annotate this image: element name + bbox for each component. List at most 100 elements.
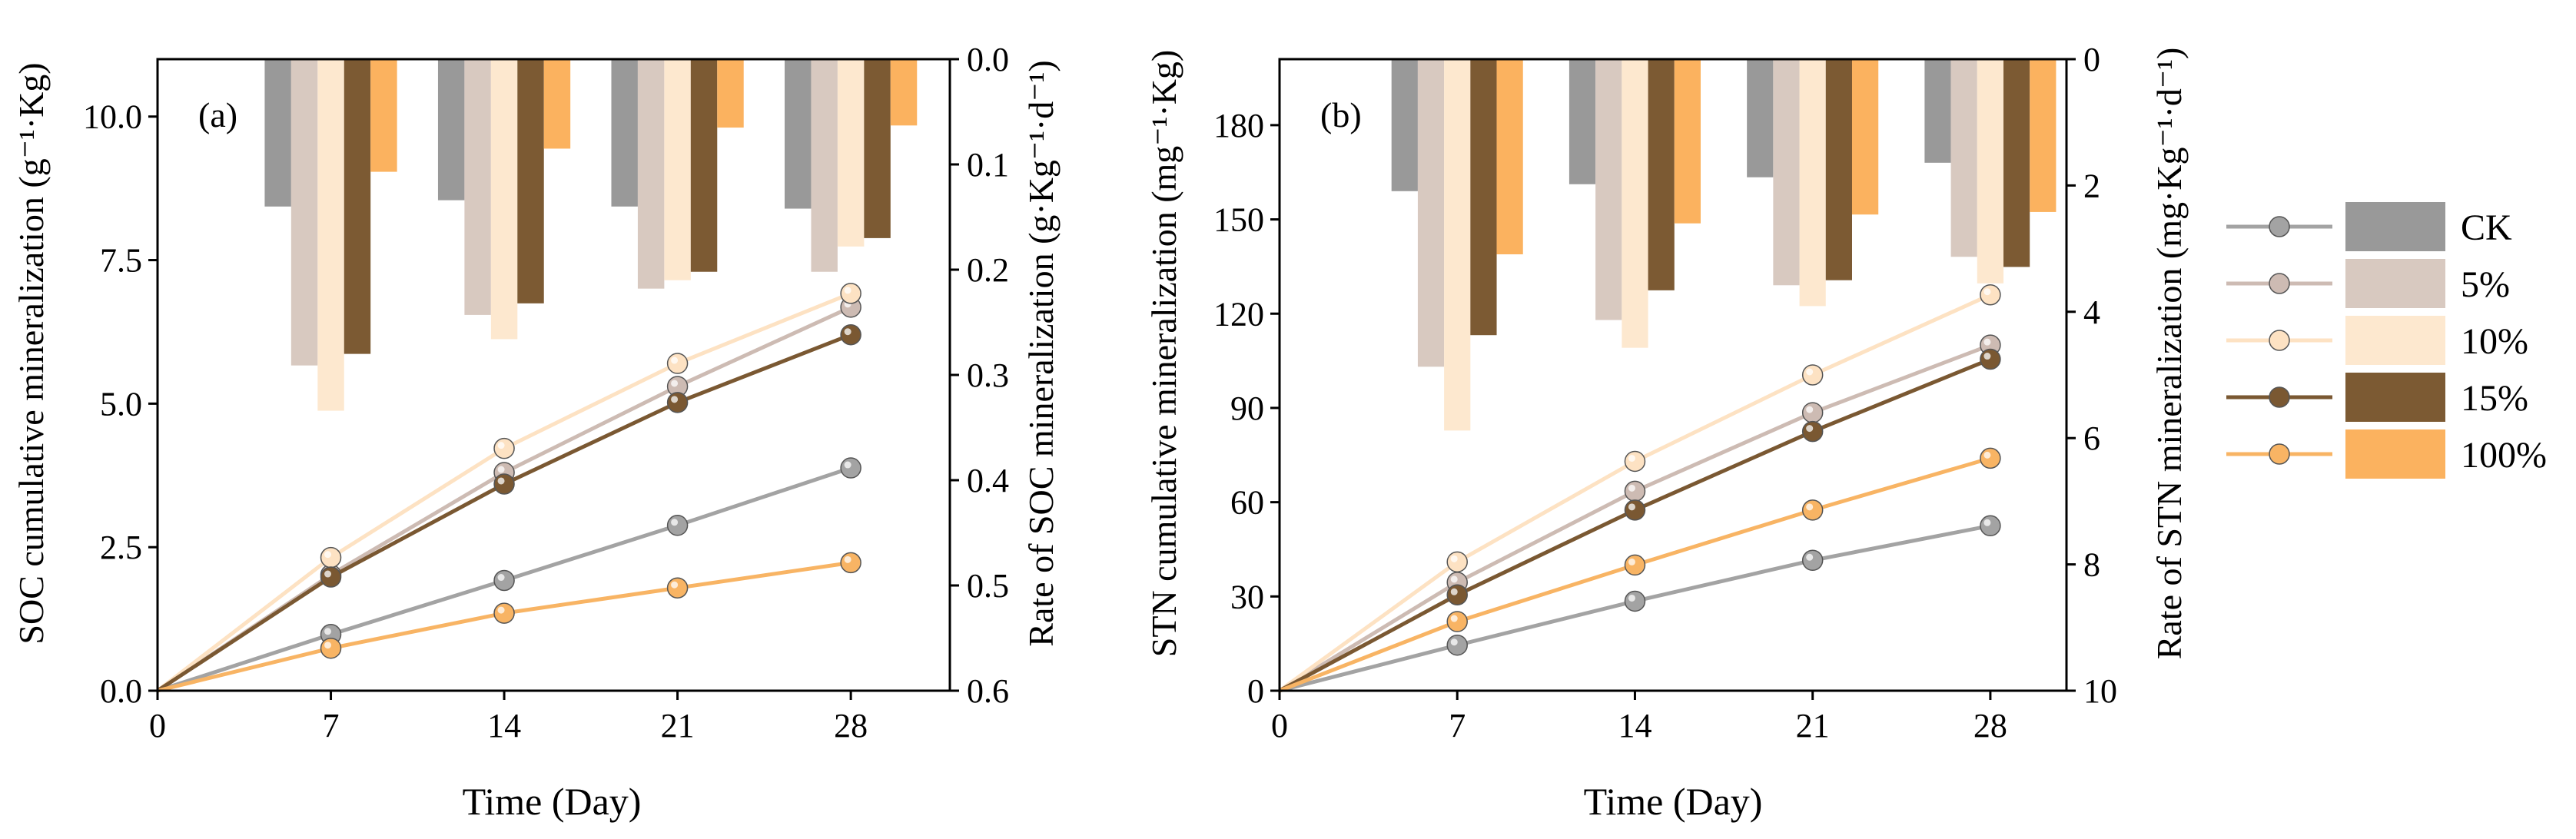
legend-marker-100pct	[2269, 443, 2290, 465]
panel-b-bar-100pct-day7	[1496, 59, 1523, 254]
panel-b-ytick-left-label-30: 30	[1230, 578, 1264, 615]
panel-a-bar-15pct-day21	[690, 59, 718, 272]
panel-a-ylabel-left: SOC cumulative mineralization (g⁻¹·Kg)	[12, 62, 51, 644]
panel-a-point-highlight-10pct-day7	[324, 551, 332, 559]
panel-a-bar-ck-day7	[264, 59, 291, 207]
panel-b-bar-ck-day21	[1747, 59, 1774, 177]
panel-b-ytick-left-label-120: 120	[1213, 295, 1264, 333]
panel-b-point-highlight-100pct-day21	[1806, 503, 1814, 511]
panel-a-bar-ck-day21	[611, 59, 638, 207]
panel-a-point-15pct-day7	[320, 566, 342, 588]
panel-b-point-ck-day14	[1624, 590, 1646, 612]
panel-a-point-10pct-day14	[493, 437, 515, 459]
panel-b-point-highlight-10pct-day21	[1806, 368, 1814, 376]
panel-b-frame	[1278, 58, 2068, 692]
panel-a-ytick-right-label-0-0: 0.0	[967, 41, 1009, 78]
panel-b-ytick-left-label-60: 60	[1230, 484, 1264, 522]
panel-b-point-highlight-100pct-day28	[1983, 451, 1991, 459]
panel-b-point-highlight-ck-day28	[1983, 519, 1991, 526]
panel-b-ytick-right-label-6: 6	[2083, 420, 2100, 457]
panel-a-plot: 0 7 14 21 28 0.0 2.5 5.0 7.5 10.0 0.0 0.1 0.2 0.3 0.4 0…	[83, 41, 1009, 744]
panel-b-xtick-label-21: 21	[1796, 707, 1830, 744]
panel-b-xtick-label-0: 0	[1271, 707, 1288, 744]
panel-b-point-10pct-day21	[1801, 364, 1824, 386]
panel-b-point-10pct-day7	[1446, 551, 1468, 573]
panel-a-ytick-left-label-0-0: 0.0	[100, 672, 142, 710]
panel-b-ytick-right-label-0: 0	[2083, 41, 2100, 78]
panel-a-bar-5pct-day21	[637, 59, 665, 289]
panel-a-point-10pct-day28	[840, 283, 861, 304]
panel-b-point-5pct-day14	[1624, 480, 1646, 502]
panel-b-bar-15pct-day7	[1470, 59, 1497, 336]
panel-a-label: (a)	[198, 95, 237, 134]
panel-a-point-highlight-ck-day28	[844, 461, 851, 469]
panel-a-ytick-left-label-10-0: 10.0	[83, 98, 142, 136]
panel-b-bar-100pct-day14	[1674, 59, 1701, 224]
panel-a-point-highlight-10pct-day28	[844, 287, 851, 294]
panel-b-bar-100pct-day21	[1851, 59, 1879, 215]
panel-b-point-highlight-ck-day7	[1450, 638, 1458, 646]
legend-marker-ck	[2269, 216, 2290, 237]
panel-a-bar-10pct-day28	[837, 59, 865, 247]
panel-a-ytick-right-label-0-3: 0.3	[967, 356, 1009, 394]
panel-b-point-100pct-day21	[1801, 499, 1824, 521]
panel-a-bar-100pct-day7	[370, 59, 397, 172]
panel-a-xtick-label-21: 21	[661, 707, 695, 744]
panel-a-xtick-label-28: 28	[834, 707, 868, 744]
panel-b-point-15pct-day21	[1801, 420, 1824, 443]
panel-b-point-15pct-day14	[1624, 499, 1646, 521]
panel-a-point-highlight-100pct-day7	[324, 642, 332, 649]
panel-b-bar-10pct-day21	[1799, 59, 1826, 307]
legend-swatch-15pct	[2345, 373, 2445, 422]
panel-b-point-highlight-15pct-day21	[1806, 425, 1814, 433]
panel-a-bar-10pct-day14	[490, 59, 518, 340]
panel-a-point-100pct-day14	[493, 602, 515, 624]
panel-a-point-highlight-100pct-day14	[497, 606, 505, 614]
panel-b-point-highlight-ck-day14	[1628, 594, 1635, 602]
panel-b-point-5pct-day21	[1801, 402, 1824, 423]
panel-b-ylabel-left: STN cumulative mineralization (mg⁻¹·Kg)	[1144, 50, 1183, 657]
panel-b-point-highlight-5pct-day21	[1806, 406, 1814, 413]
panel-b-bar-ck-day7	[1391, 59, 1418, 191]
panel-a-bar-100pct-day28	[890, 59, 918, 126]
panel-b-point-highlight-15pct-day14	[1628, 503, 1635, 511]
panel-b-bar-15pct-day21	[1825, 59, 1852, 280]
panel-a-point-15pct-day21	[666, 392, 689, 413]
panel-a-ytick-right-label-0-5: 0.5	[967, 567, 1009, 605]
panel-b-point-ck-day21	[1801, 549, 1824, 572]
panel-b-ylabel-right: Rate of STN mineralization (mg·Kg⁻¹·d⁻¹)	[2149, 48, 2189, 660]
panel-b-point-highlight-15pct-day7	[1450, 588, 1458, 595]
panel-a-ytick-right-label-0-2: 0.2	[967, 251, 1009, 289]
panel-a-bar-15pct-day28	[864, 59, 891, 238]
panel-a-point-10pct-day21	[666, 353, 689, 374]
legend-swatch-ck	[2345, 202, 2445, 251]
panel-b-ytick-right-label-4: 4	[2083, 293, 2100, 331]
panel-b-ytick-right-label-2: 2	[2083, 167, 2100, 204]
panel-a-xlabel: Time (Day)	[463, 780, 642, 823]
panel-b-xtick-label-28: 28	[1973, 707, 2007, 744]
panel-a-point-highlight-ck-day7	[324, 628, 332, 635]
panel-a-point-highlight-15pct-day28	[844, 328, 851, 336]
panel-a-xtick-label-0: 0	[149, 707, 166, 744]
panel-a-bar-15pct-day14	[517, 59, 544, 303]
panel-a-ytick-left-label-7-5: 7.5	[100, 242, 142, 280]
panel-b-point-highlight-10pct-day14	[1628, 454, 1635, 462]
panel-a-bar-5pct-day28	[811, 59, 838, 272]
panel-b-point-ck-day7	[1446, 634, 1468, 656]
panel-b-bar-10pct-day7	[1444, 59, 1471, 431]
panel-a-point-highlight-10pct-day21	[671, 356, 679, 364]
panel-b-ytick-left-label-150: 150	[1213, 201, 1264, 239]
panel-a-bar-5pct-day7	[290, 59, 318, 366]
legend-marker-15pct	[2269, 386, 2290, 408]
panel-b-bar-5pct-day7	[1417, 59, 1445, 367]
panel-a-point-15pct-day28	[840, 323, 861, 346]
panel-a-ytick-right-label-0-6: 0.6	[967, 672, 1009, 710]
panel-b-point-100pct-day14	[1624, 554, 1646, 576]
panel-b-bar-15pct-day28	[2003, 59, 2030, 267]
panel-b-plot: 0 7 14 21 28 0 30 60 90 120 150 180 0 2 4 6 8 10	[1213, 41, 2117, 744]
panel-a-xtick-label-7: 7	[323, 707, 340, 744]
panel-b-ytick-left-label-180: 180	[1213, 107, 1264, 144]
panel-a-bar-10pct-day21	[664, 59, 691, 280]
panel-a-point-ck-day21	[666, 515, 689, 536]
